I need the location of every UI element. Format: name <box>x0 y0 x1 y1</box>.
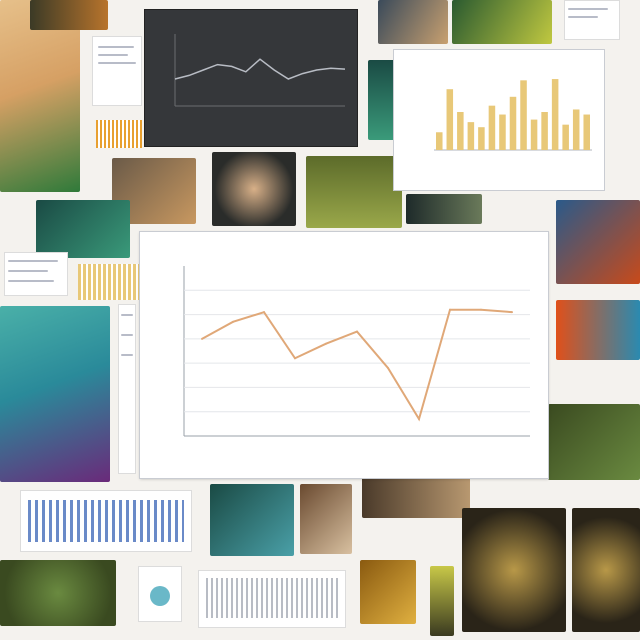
bar <box>520 80 527 150</box>
gray-bar-thumbnail <box>198 570 346 628</box>
workshop-photo <box>362 476 470 518</box>
data-point <box>232 320 234 323</box>
data-point <box>480 308 482 311</box>
bar <box>436 132 443 150</box>
rock-photo-top <box>378 0 448 44</box>
coral-photo-top-left <box>30 0 108 30</box>
green-circle-photo <box>0 560 116 626</box>
doc-thumbnail-left <box>4 252 68 296</box>
bar-thumbnail-orange <box>96 120 142 148</box>
bar <box>488 105 496 150</box>
data-point <box>294 357 296 360</box>
bar <box>541 112 548 150</box>
teal-plant-photo-left <box>36 200 130 258</box>
dark-series-line <box>174 58 346 80</box>
leaf-photo-top <box>452 0 552 44</box>
main-line-chart-plot <box>183 266 530 437</box>
yellow-bar-chart-plot <box>434 79 592 151</box>
data-point <box>387 367 389 369</box>
bar <box>467 122 475 150</box>
data-point <box>263 311 265 314</box>
blue-green-sculpture-photo <box>0 306 110 482</box>
bar <box>499 114 506 150</box>
ornament-photo <box>212 152 296 226</box>
bar <box>509 96 517 150</box>
teal-plant-photo-bottom <box>210 484 294 556</box>
honeycomb-photo-right <box>572 508 640 632</box>
icon-thumbnail <box>138 566 182 622</box>
dark-line-chart <box>145 10 357 146</box>
bar <box>478 127 485 150</box>
yellow-bar-chart <box>394 50 604 190</box>
data-point <box>449 308 451 311</box>
orange-abstract-photo <box>556 200 640 284</box>
bar <box>562 124 569 150</box>
bottle-photo <box>430 566 454 636</box>
teal-plant-photo <box>368 60 398 140</box>
figure-statue-photo <box>0 0 80 192</box>
document-thumbnail <box>92 36 142 106</box>
blue-bar-thumbnail <box>20 490 192 552</box>
doc-strip-left <box>118 304 136 474</box>
lab-photo <box>300 484 352 554</box>
amber-photo <box>360 560 416 624</box>
data-point <box>356 330 358 333</box>
green-photo-right <box>548 404 640 480</box>
main-line-chart <box>140 232 548 478</box>
doc-thumbnail-top-right <box>564 0 620 40</box>
honeycomb-photo-left <box>462 508 566 632</box>
night-scene-photo <box>406 194 482 224</box>
bar <box>551 79 559 150</box>
bar <box>583 114 590 150</box>
bar <box>530 119 538 150</box>
forest-photo <box>306 156 402 228</box>
bar <box>572 109 580 150</box>
data-point <box>418 418 420 420</box>
dark-line-chart-plot <box>174 34 346 107</box>
bar <box>446 89 454 150</box>
colorful-abstract-photo <box>556 300 640 360</box>
bar-thumbnail-left <box>78 264 140 300</box>
data-point <box>511 311 513 314</box>
series-line <box>201 308 513 422</box>
data-point <box>201 337 203 340</box>
data-point <box>325 342 327 345</box>
bar <box>457 112 464 150</box>
